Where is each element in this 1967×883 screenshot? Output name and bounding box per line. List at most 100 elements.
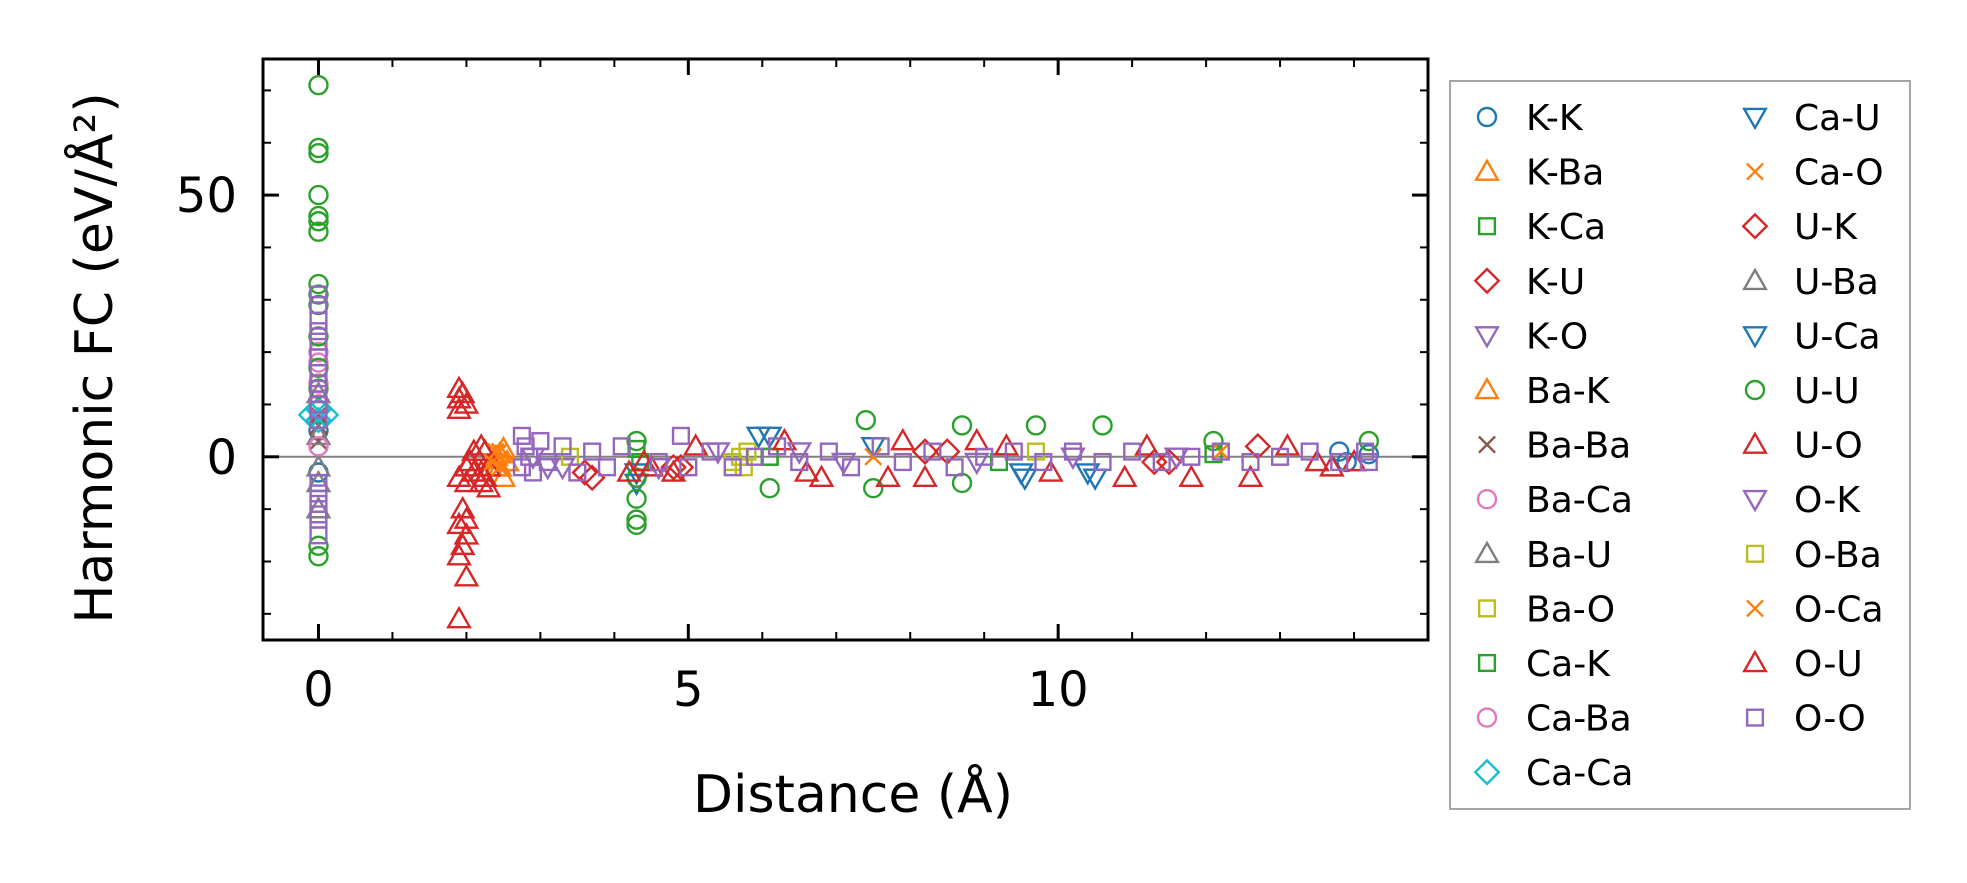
data-point: [889, 427, 916, 451]
data-point: [308, 294, 329, 316]
legend-label: Ca-U: [1794, 98, 1881, 139]
legend: K-K K-Ba K-Ca K-U K-O Ba-K Ba-Ba Ba-Ca Ba-U Ba-O C…: [1449, 80, 1911, 810]
data-point: [1356, 442, 1375, 461]
data-point: [457, 448, 483, 472]
data-point: [864, 447, 883, 466]
data-point: [660, 459, 687, 482]
data-point: [1034, 452, 1053, 472]
legend-label: O-O: [1794, 699, 1866, 740]
legend-marker: [1476, 106, 1498, 128]
legend-item: K-Ba: [1474, 153, 1604, 194]
data-point: [1330, 452, 1349, 472]
data-point: [893, 452, 912, 472]
data-point: [309, 374, 328, 393]
data-point: [768, 437, 787, 456]
legend-item: Ca-Ca: [1473, 753, 1633, 794]
data-point: [446, 396, 472, 419]
legend-label: Ca-K: [1526, 644, 1611, 685]
data-point: [626, 514, 647, 536]
data-point: [875, 464, 901, 488]
data-point: [1359, 452, 1378, 472]
legend-box: [1449, 80, 1911, 810]
legend-item: O-Ba: [1745, 535, 1882, 576]
data-point: [1037, 459, 1064, 482]
x-tick-label: 5: [673, 662, 704, 718]
data-point: [308, 436, 329, 457]
series-o-o: [309, 285, 1378, 545]
series-o-u: [457, 438, 1330, 472]
legend-marker: [1474, 158, 1500, 181]
legend-marker: [1744, 379, 1766, 401]
legend-marker: [1476, 707, 1498, 728]
legend-label: Ba-Ca: [1526, 480, 1633, 521]
data-point: [308, 284, 329, 305]
data-point: [309, 473, 328, 493]
data-point: [1211, 442, 1230, 461]
legend-label: Ba-O: [1526, 589, 1615, 630]
data-point: [523, 463, 543, 482]
data-points: [297, 74, 1380, 629]
legend-item: Ba-Ba: [1478, 426, 1631, 467]
legend-marker: [1474, 540, 1500, 564]
legend-item: U-Ca: [1742, 316, 1881, 357]
data-point: [568, 463, 587, 482]
legend-label: U-U: [1794, 371, 1860, 412]
series-u-ca: [745, 426, 1101, 491]
data-point: [745, 447, 764, 466]
data-point: [723, 458, 742, 477]
data-point: [951, 415, 973, 436]
data-point: [1182, 447, 1201, 466]
data-point: [1004, 442, 1023, 461]
data-point: [682, 433, 709, 456]
data-point: [1304, 448, 1330, 472]
data-point: [490, 458, 509, 477]
legend-label: U-Ca: [1794, 316, 1881, 357]
data-point: [819, 442, 838, 461]
legend-marker: [1476, 489, 1498, 510]
data-point: [309, 322, 328, 341]
data-point: [1241, 452, 1260, 472]
legend-label: O-K: [1794, 480, 1861, 521]
data-point: [923, 442, 942, 461]
plot-frame: [261, 57, 1430, 642]
data-point: [483, 453, 502, 471]
data-point: [745, 426, 772, 450]
data-point: [759, 478, 780, 499]
data-point: [734, 458, 753, 477]
data-point: [583, 442, 602, 461]
data-point: [309, 311, 328, 330]
legend-item: U-Ba: [1742, 262, 1879, 303]
data-point: [679, 458, 698, 477]
legend-item: O-K: [1742, 480, 1861, 521]
data-point: [808, 464, 835, 488]
data-point: [841, 458, 861, 477]
axes: Distance (Å) Harmonic FC (eV/Å²) 0 5 10 0 50: [63, 57, 1430, 825]
legend-marker: [1474, 326, 1500, 349]
legend-marker: [1477, 217, 1497, 236]
legend-marker: [1477, 653, 1497, 673]
data-point: [638, 454, 665, 477]
data-point: [446, 511, 472, 535]
legend-item: O-U: [1742, 644, 1863, 685]
data-point: [553, 437, 572, 456]
legend-marker: [1742, 107, 1768, 131]
data-point: [1178, 464, 1205, 488]
legend-marker: [1742, 649, 1768, 673]
data-point: [309, 411, 328, 430]
data-point: [487, 442, 505, 461]
data-point: [1012, 468, 1038, 491]
legend-marker: [1478, 435, 1496, 454]
data-point: [308, 205, 329, 227]
data-point: [309, 363, 328, 383]
legend-label: K-U: [1526, 262, 1585, 303]
data-point: [305, 422, 332, 446]
data-point: [512, 426, 531, 445]
legend-marker: [1746, 599, 1764, 618]
legend-label: Ca-Ba: [1526, 699, 1632, 740]
data-point: [1270, 447, 1290, 466]
legend-marker: [1746, 162, 1764, 181]
y-axis-title: Harmonic FC (eV/Å²): [63, 92, 125, 623]
data-point: [1134, 433, 1160, 456]
legend-item: O-Ca: [1746, 589, 1884, 630]
